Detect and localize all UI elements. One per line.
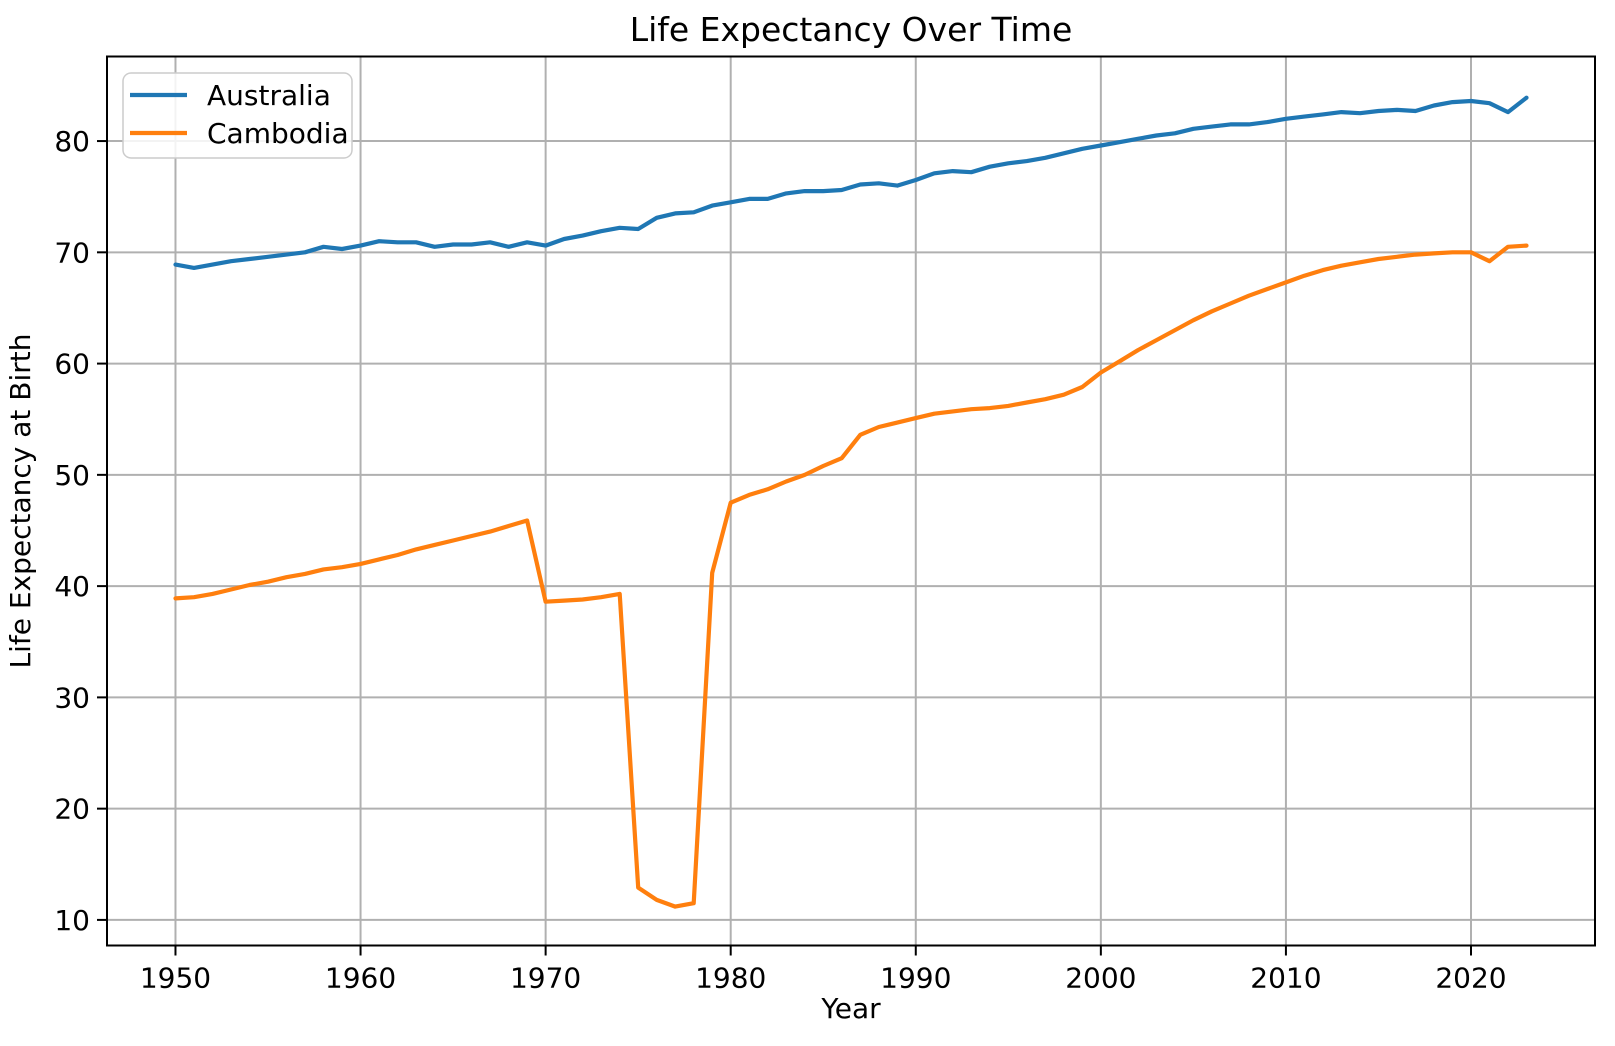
x-axis-label: Year: [820, 992, 881, 1025]
y-axis-label: Life Expectancy at Birth: [4, 333, 37, 668]
x-tick-label-1980: 1980: [695, 962, 766, 995]
legend-label-australia: Australia: [207, 79, 331, 112]
y-tick-label-40: 40: [54, 570, 90, 603]
legend-label-cambodia: Cambodia: [207, 117, 349, 150]
y-tick-label-50: 50: [54, 459, 90, 492]
x-tick-label-1960: 1960: [325, 962, 396, 995]
x-tick-label-1970: 1970: [510, 962, 581, 995]
x-tick-label-1950: 1950: [140, 962, 211, 995]
grid-layer: [107, 56, 1595, 946]
x-tick-label-2020: 2020: [1435, 962, 1506, 995]
y-tick-label-30: 30: [54, 681, 90, 714]
plot-border: [106, 55, 1596, 947]
y-tick-label-80: 80: [54, 125, 90, 158]
series-line-cambodia: [173, 243, 1529, 909]
x-tick-label-2010: 2010: [1250, 962, 1321, 995]
chart-title: Life Expectancy Over Time: [630, 10, 1073, 49]
y-tick-label-60: 60: [54, 348, 90, 381]
x-tick-label-1990: 1990: [880, 962, 951, 995]
series-layer: [173, 95, 1529, 909]
tick-layer: 1950 1960 1970 1980 1990 2000 2010 2020 10 20 30 40…: [54, 125, 1506, 994]
y-tick-label-70: 70: [54, 236, 90, 269]
y-tick-label-20: 20: [54, 793, 90, 826]
series-line-australia: [173, 95, 1529, 270]
x-tick-label-2000: 2000: [1065, 962, 1136, 995]
y-tick-label-10: 10: [54, 904, 90, 937]
legend: Australia Cambodia: [122, 72, 353, 159]
